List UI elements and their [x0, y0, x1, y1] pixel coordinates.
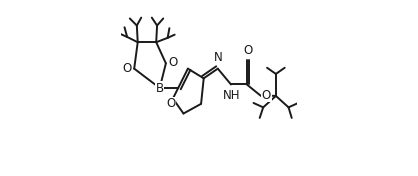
- Text: O: O: [122, 62, 132, 75]
- Text: O: O: [243, 44, 252, 57]
- Text: NH: NH: [223, 89, 241, 102]
- Text: B: B: [155, 81, 164, 95]
- Text: O: O: [262, 89, 271, 102]
- Text: O: O: [166, 97, 176, 110]
- Text: N: N: [214, 51, 222, 64]
- Text: O: O: [168, 56, 177, 69]
